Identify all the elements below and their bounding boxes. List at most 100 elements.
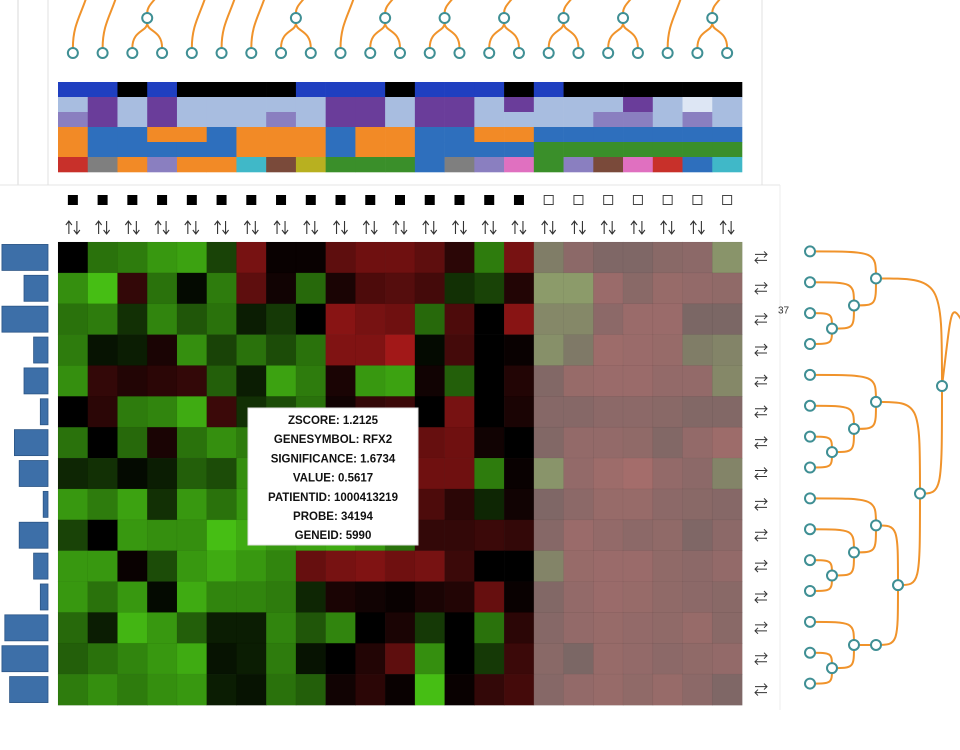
dendro-node — [936, 379, 948, 392]
heatmap-cell — [87, 426, 119, 459]
annotation-cell — [206, 142, 237, 158]
heatmap-cell — [414, 241, 446, 274]
heatmap-cell — [117, 365, 148, 397]
column-select — [632, 195, 643, 205]
heatmap-cell — [206, 612, 238, 644]
heatmap-cell — [87, 642, 119, 675]
heatmap-cell — [711, 550, 743, 583]
heatmap-cell — [563, 272, 594, 305]
heatmap-cell — [682, 426, 713, 459]
annotation-cell — [563, 157, 594, 173]
heatmap-cell — [474, 612, 505, 644]
heatmap-cell — [503, 642, 535, 675]
dendro-leaf — [394, 47, 406, 59]
annotation-cell — [147, 97, 178, 113]
heatmap-cell — [414, 457, 446, 490]
heatmap-cell — [57, 673, 89, 706]
heatmap-cell — [503, 612, 535, 644]
heatmap-cell — [325, 365, 356, 397]
dendro-leaf — [691, 47, 704, 59]
dendro-node — [438, 12, 451, 24]
heatmap-cell — [206, 241, 238, 274]
row-bar — [1, 645, 49, 673]
annotation-cell — [355, 157, 386, 173]
row-bar — [1, 305, 49, 333]
heatmap-cell — [593, 396, 624, 428]
heatmap-cell — [682, 365, 713, 397]
heatmap-cell — [325, 272, 356, 305]
heatmap-cell — [474, 241, 505, 274]
heatmap-cell — [652, 673, 684, 706]
dendro-leaf — [721, 47, 734, 59]
heatmap-cell — [265, 550, 297, 583]
dendro-leaf — [804, 338, 816, 351]
annotation-cell — [385, 82, 416, 98]
heatmap-cell — [622, 303, 654, 336]
heatmap-cell — [444, 519, 475, 552]
row-bar — [33, 336, 49, 364]
heatmap-cell — [593, 612, 624, 644]
dendro-branch — [71, 0, 87, 49]
heatmap-cell — [533, 241, 565, 274]
annotation-cell — [652, 127, 683, 143]
dendro-node — [826, 446, 838, 459]
heatmap-cell — [474, 519, 505, 552]
annotation-cell — [652, 112, 683, 128]
annotation-cell — [444, 127, 475, 143]
annotation-cell — [414, 142, 445, 158]
column-select — [335, 195, 346, 205]
dendro-leaf — [215, 47, 228, 59]
annotation-cell — [58, 127, 89, 143]
heatmap-cell — [87, 519, 119, 552]
dendro-leaf — [512, 47, 525, 59]
column-select — [692, 195, 703, 205]
dendro-branch — [875, 277, 943, 386]
heatmap-cell — [265, 272, 297, 305]
dendro-leaf — [804, 368, 816, 381]
heatmap-cell — [206, 303, 238, 336]
heatmap-cell — [711, 457, 743, 490]
annotation-cell — [474, 97, 505, 113]
dendro-node — [848, 546, 860, 559]
heatmap-cell — [563, 550, 594, 583]
heatmap-cell — [236, 581, 267, 613]
heatmap-cell — [117, 519, 148, 552]
heatmap-cell — [474, 457, 505, 490]
row-swap — [754, 467, 768, 480]
column-select — [365, 195, 376, 205]
annotation-cell — [652, 97, 683, 113]
heatmap-cell — [414, 426, 446, 459]
sort-arrows — [392, 220, 408, 235]
dendro-leaf — [631, 47, 644, 59]
heatmap-cell — [384, 550, 416, 583]
heatmap-cell — [176, 550, 208, 583]
column-select — [603, 195, 614, 205]
annotation-cell — [504, 112, 535, 128]
row-bar — [33, 552, 49, 580]
sort-arrows — [362, 220, 378, 235]
heatmap-cell — [87, 550, 119, 583]
heatmap-cell — [265, 241, 297, 274]
dendro-leaf — [66, 47, 79, 59]
heatmap-cell — [622, 581, 654, 613]
heatmap-cell — [563, 303, 594, 336]
heatmap-cell — [622, 642, 654, 675]
heatmap-cell — [474, 365, 505, 397]
tooltip-box — [247, 407, 419, 546]
heatmap-cell — [146, 272, 178, 305]
heatmap-cell — [474, 272, 505, 305]
dendro-node — [498, 12, 511, 24]
annotation-cell — [444, 97, 475, 113]
annotation-cell — [236, 127, 267, 143]
annotation-cell — [147, 112, 178, 128]
dendro-branch — [809, 497, 877, 526]
heatmap-cell — [652, 612, 684, 644]
layer — [1, 0, 960, 706]
annotation-cell — [355, 82, 386, 98]
column-select — [662, 195, 673, 205]
heatmap-cell — [503, 365, 535, 397]
column-select — [186, 195, 197, 205]
dendro-branch — [666, 0, 682, 49]
heatmap-cell — [355, 673, 386, 706]
annotation-cell — [682, 157, 713, 173]
